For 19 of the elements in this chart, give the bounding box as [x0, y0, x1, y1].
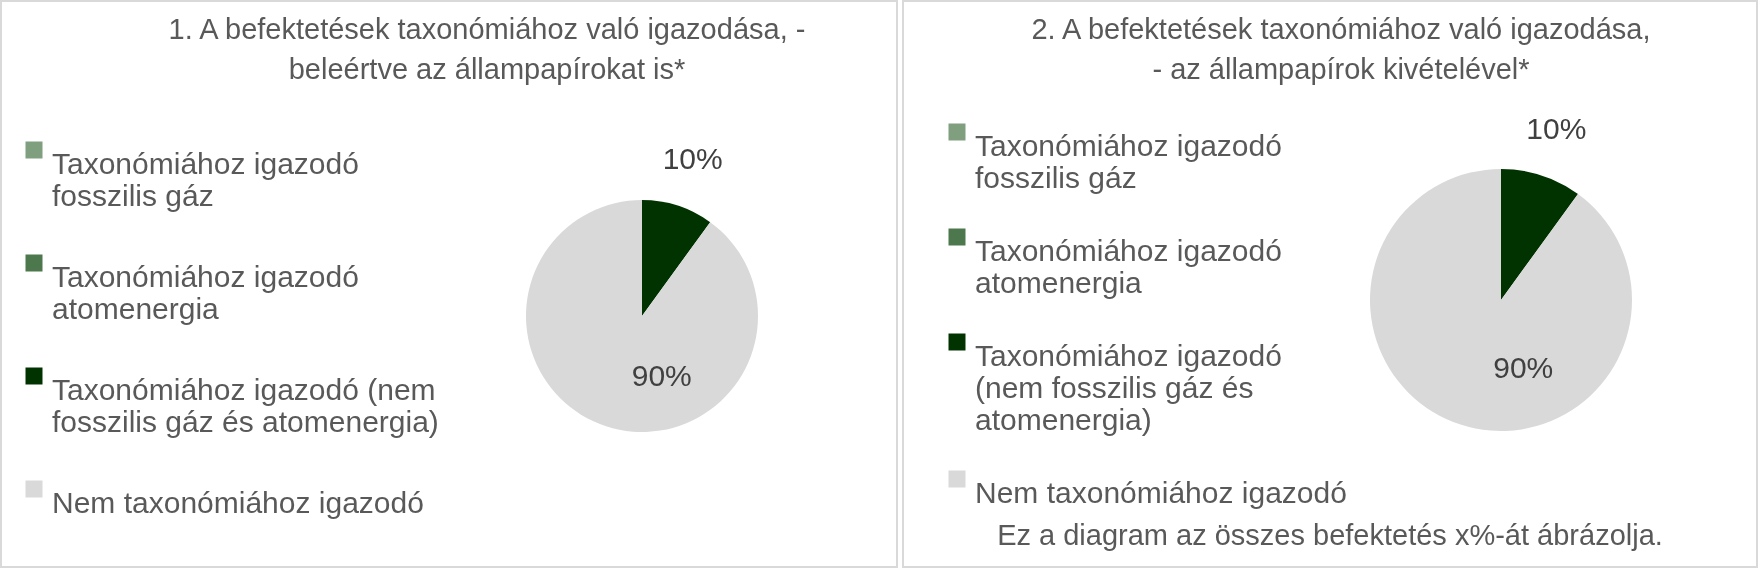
pie-slice [1501, 169, 1578, 300]
pie-slice [642, 200, 711, 316]
legend-label: Taxonómiához igazodó fosszilis gáz [52, 147, 359, 212]
text: Ez a diagram az összes befektetés x%-át ábrázolja. [997, 519, 1663, 551]
legend-label: Taxonómiához igazodó (nem fosszilis gáz és atomenergia) [975, 339, 1282, 436]
pie-slice [1370, 169, 1632, 431]
legend-label: Taxonómiához igazodó atomenergia [975, 234, 1282, 299]
chart-title: 2. A befektetések taxonómiához való igazodása, - az állampapírok kivételével* [1031, 13, 1651, 85]
chart-title: 1. A befektetések taxonómiához való igazodása, - beleértve az állampapírokat is* [168, 13, 806, 85]
data-label: 10% [1526, 111, 1587, 145]
data-label: 90% [631, 358, 692, 392]
legend-label: Nem taxonómiához igazodó [975, 476, 1347, 509]
data-label: 10% [662, 142, 723, 176]
legend-label: Taxonómiához igazodó atomenergia [52, 260, 359, 325]
data-label: 90% [1493, 350, 1554, 384]
legend-label: Nem taxonómiához igazodó [52, 486, 424, 519]
legend-label: Taxonómiához igazodó (nem fosszilis gáz és atomenergia) [52, 373, 439, 438]
pie-slice [526, 200, 758, 432]
legend-label: Taxonómiához igazodó fosszilis gáz [975, 129, 1282, 194]
